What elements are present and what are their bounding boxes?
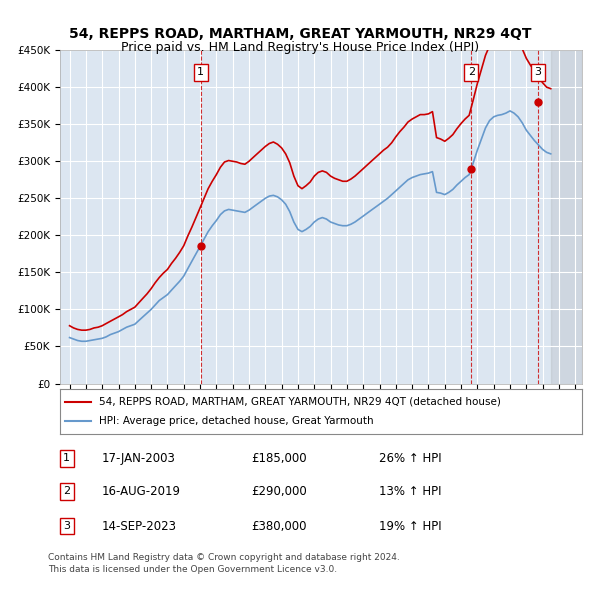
Text: 3: 3	[63, 521, 70, 531]
Text: 2: 2	[467, 67, 475, 77]
Text: 3: 3	[534, 67, 541, 77]
Text: 17-JAN-2003: 17-JAN-2003	[101, 452, 175, 465]
Text: £290,000: £290,000	[251, 484, 307, 498]
Text: 54, REPPS ROAD, MARTHAM, GREAT YARMOUTH, NR29 4QT: 54, REPPS ROAD, MARTHAM, GREAT YARMOUTH,…	[69, 27, 531, 41]
Text: 16-AUG-2019: 16-AUG-2019	[101, 484, 181, 498]
Text: 1: 1	[63, 454, 70, 463]
Text: 26% ↑ HPI: 26% ↑ HPI	[379, 452, 442, 465]
Text: 2: 2	[63, 486, 70, 496]
Text: 13% ↑ HPI: 13% ↑ HPI	[379, 484, 442, 498]
Text: HPI: Average price, detached house, Great Yarmouth: HPI: Average price, detached house, Grea…	[99, 417, 374, 426]
Text: Price paid vs. HM Land Registry's House Price Index (HPI): Price paid vs. HM Land Registry's House …	[121, 41, 479, 54]
Text: This data is licensed under the Open Government Licence v3.0.: This data is licensed under the Open Gov…	[48, 565, 337, 574]
Text: £380,000: £380,000	[251, 520, 307, 533]
Text: £185,000: £185,000	[251, 452, 307, 465]
Text: 14-SEP-2023: 14-SEP-2023	[101, 520, 176, 533]
Text: 54, REPPS ROAD, MARTHAM, GREAT YARMOUTH, NR29 4QT (detached house): 54, REPPS ROAD, MARTHAM, GREAT YARMOUTH,…	[99, 397, 501, 407]
Text: 19% ↑ HPI: 19% ↑ HPI	[379, 520, 442, 533]
Text: Contains HM Land Registry data © Crown copyright and database right 2024.: Contains HM Land Registry data © Crown c…	[48, 553, 400, 562]
Text: 1: 1	[197, 67, 204, 77]
Bar	[551, 50, 582, 384]
